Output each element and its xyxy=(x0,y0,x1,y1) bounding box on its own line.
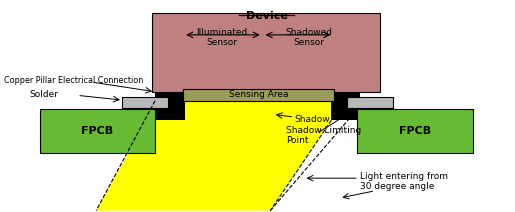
Bar xyxy=(347,97,393,108)
Bar xyxy=(331,91,360,120)
Bar xyxy=(357,109,473,153)
Bar xyxy=(122,97,168,108)
Text: Light entering from
30 degree angle: Light entering from 30 degree angle xyxy=(360,172,448,191)
Polygon shape xyxy=(96,101,345,211)
Text: Illuminated
Sensor: Illuminated Sensor xyxy=(196,28,247,47)
Text: Copper Pillar Electrical Connection: Copper Pillar Electrical Connection xyxy=(4,76,143,85)
Bar xyxy=(183,89,334,101)
Text: Device: Device xyxy=(246,11,288,21)
Text: Sensing Area: Sensing Area xyxy=(229,90,288,99)
Text: FPCB: FPCB xyxy=(81,126,113,136)
Text: Shadowed
Sensor: Shadowed Sensor xyxy=(285,28,332,47)
Text: FPCB: FPCB xyxy=(399,126,431,136)
Bar xyxy=(152,13,381,92)
Bar xyxy=(155,91,185,120)
Text: Solder: Solder xyxy=(29,90,59,99)
Text: Shadow: Shadow xyxy=(295,115,330,124)
Bar xyxy=(40,109,155,153)
Text: Shadow Limiting
Point: Shadow Limiting Point xyxy=(286,126,361,145)
